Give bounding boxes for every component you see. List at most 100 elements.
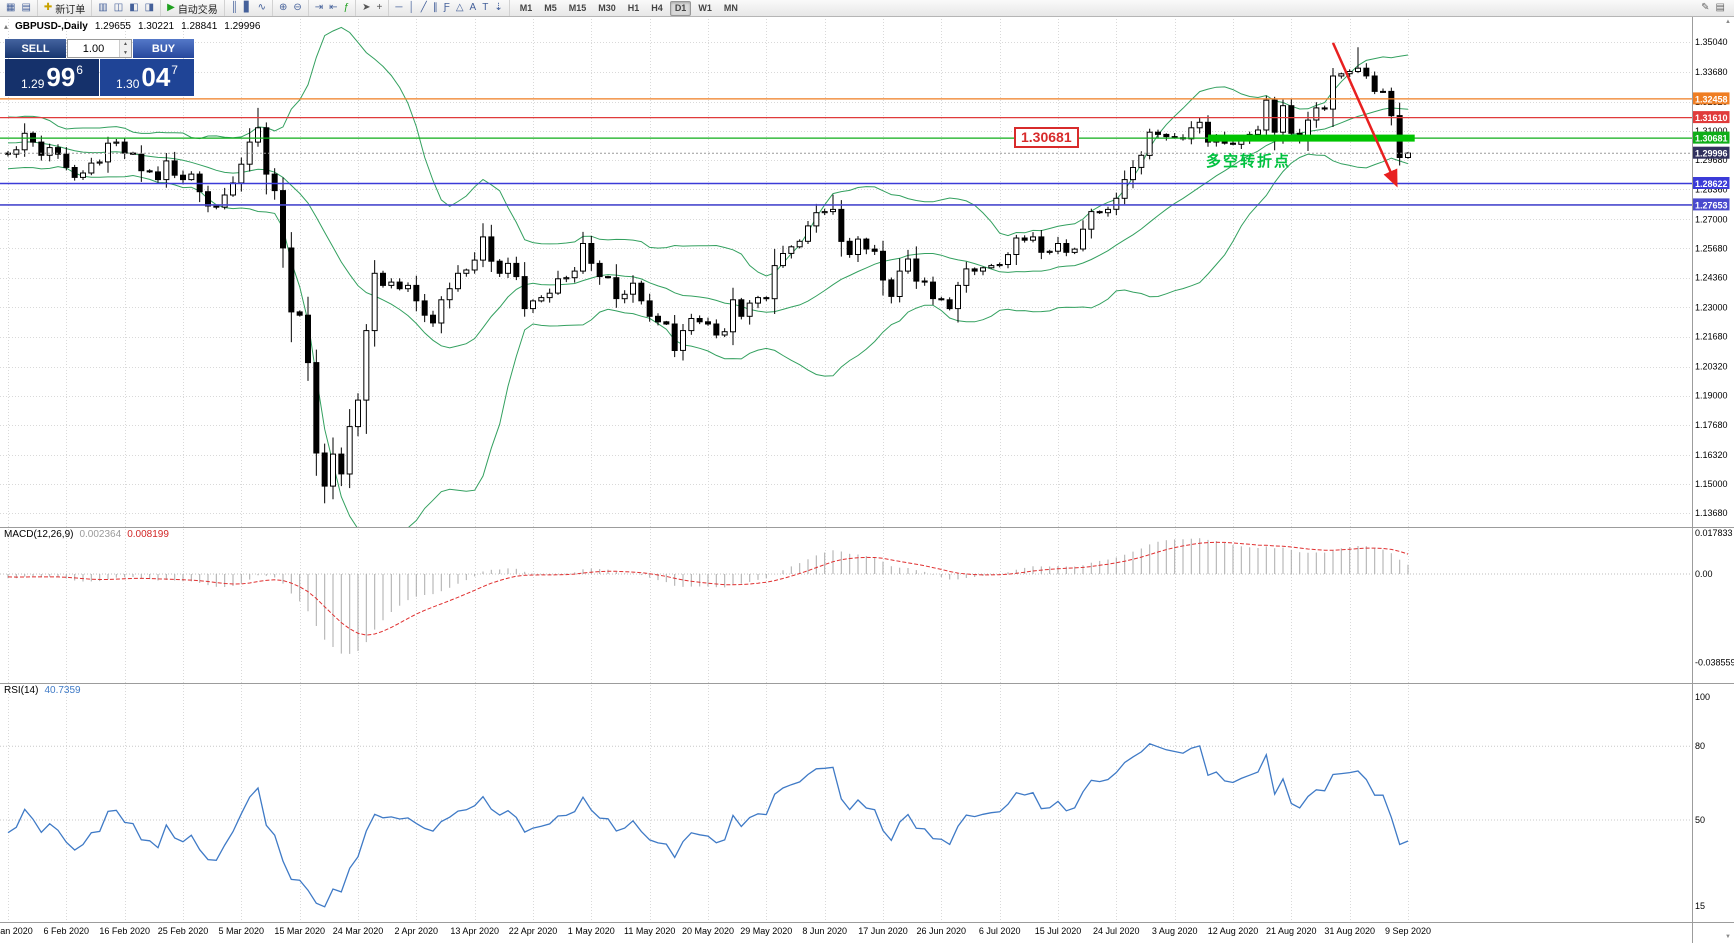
bid-price-big: 99 (46, 62, 76, 92)
sell-button[interactable]: SELL (5, 39, 66, 58)
chart-shift-icon[interactable]: ⇤ (329, 2, 338, 13)
volume-field[interactable]: 1.00 ▲ ▼ (67, 39, 132, 58)
svg-text:26 Jun 2020: 26 Jun 2020 (917, 926, 967, 936)
indicators-icon[interactable]: ƒ (343, 2, 350, 13)
bid-price[interactable]: 1.29 99 6 (5, 59, 99, 96)
timeframe-m1[interactable]: M1 (519, 3, 533, 13)
candlestick-chart-icon[interactable]: ▋ (243, 2, 252, 13)
horizontal-levels-layer (0, 98, 1692, 206)
price-axis: 1.350401.336801.323201.310001.296801.283… (1695, 37, 1734, 911)
toolbar-left: ▦ ▤ ✚ 新订单 ▥ ◫ ◧ ◨ ▶ 自动交易 ║ ▋ ∿ ⊕ ⊖ ⇥ ⇤ ƒ ➤ + ─ │ ╱ ∥ Ƒ △ A T ⇣ (0, 0, 510, 16)
zoom-in-icon[interactable]: ⊕ (279, 2, 288, 13)
data-window-icon[interactable]: ◫ (113, 2, 124, 13)
svg-text:20 May 2020: 20 May 2020 (682, 926, 734, 936)
cursor-icon[interactable]: ➤ (362, 2, 371, 13)
svg-text:1.21680: 1.21680 (1695, 332, 1728, 342)
svg-text:1.28622: 1.28622 (1695, 179, 1728, 189)
terminal-icon[interactable]: ◨ (144, 2, 155, 13)
volume-value[interactable]: 1.00 (82, 42, 105, 55)
svg-text:12 Aug 2020: 12 Aug 2020 (1208, 926, 1259, 936)
timeframe-h1[interactable]: H1 (627, 3, 640, 13)
svg-text:100: 100 (1695, 692, 1710, 702)
svg-text:1.31610: 1.31610 (1695, 113, 1728, 123)
scroll-up-icon[interactable]: ▲ (1725, 19, 1731, 25)
svg-text:1.13680: 1.13680 (1695, 508, 1728, 518)
vertical-scrollbar[interactable]: ▲ ▼ (1722, 16, 1734, 943)
buy-button[interactable]: BUY (133, 39, 194, 58)
timeframe-w1[interactable]: W1 (698, 3, 712, 13)
svg-text:1.25680: 1.25680 (1695, 243, 1728, 253)
ask-price[interactable]: 1.30 04 7 (100, 59, 194, 96)
market-watch-icon[interactable]: ▥ (98, 2, 108, 13)
svg-text:0.017833: 0.017833 (1695, 528, 1733, 538)
line-chart-icon[interactable]: ∿ (257, 2, 266, 13)
svg-text:1.33680: 1.33680 (1695, 67, 1728, 77)
svg-text:11 May 2020: 11 May 2020 (624, 926, 675, 936)
svg-text:1.16320: 1.16320 (1695, 450, 1728, 460)
svg-text:16 Feb 2020: 16 Feb 2020 (99, 926, 150, 936)
horizontal-line-icon[interactable]: ─ (395, 2, 403, 13)
svg-text:1.24360: 1.24360 (1695, 273, 1728, 283)
new-order-button[interactable]: ✚ 新订单 (43, 2, 86, 16)
trendline-icon[interactable]: ╱ (420, 2, 427, 13)
volume-spinner: ▲ ▼ (119, 40, 131, 57)
svg-text:31 Aug 2020: 31 Aug 2020 (1324, 926, 1375, 936)
timeframe-h4[interactable]: H4 (651, 3, 663, 13)
volume-down-button[interactable]: ▼ (120, 48, 131, 57)
crosshair-icon[interactable]: + (376, 2, 383, 13)
svg-text:13 Apr 2020: 13 Apr 2020 (450, 926, 499, 936)
svg-text:6 Jul 2020: 6 Jul 2020 (979, 926, 1021, 936)
candlestick-layer (5, 47, 1411, 504)
svg-text:6 Feb 2020: 6 Feb 2020 (44, 926, 90, 936)
svg-text:24 Mar 2020: 24 Mar 2020 (333, 926, 384, 936)
macd-title: MACD(12,26,9) (4, 529, 74, 540)
channel-icon[interactable]: ∥ (432, 2, 438, 13)
rsi-title: RSI(14) (4, 685, 39, 696)
svg-text:2 Apr 2020: 2 Apr 2020 (395, 926, 439, 936)
ohlc-open: 1.29655 (94, 21, 131, 32)
toolbar-right: ✎ ▤ (1698, 1, 1734, 15)
vertical-line-icon[interactable]: │ (408, 2, 415, 13)
volume-up-button[interactable]: ▲ (120, 40, 131, 49)
scroll-down-icon[interactable]: ▼ (1725, 934, 1731, 940)
text-icon[interactable]: A (469, 2, 477, 13)
fibonacci-icon[interactable]: Ƒ (443, 2, 450, 13)
auto-scroll-icon[interactable]: ⇥ (314, 2, 324, 13)
timeframe-d1[interactable]: D1 (669, 0, 692, 16)
autotrading-button[interactable]: ▶ 自动交易 (167, 2, 218, 16)
date-axis: 28 Jan 2020 6 Feb 2020 16 Feb 2020 25 Feb 2… (0, 926, 1431, 936)
chart-profiles-icon[interactable]: ▤ (21, 2, 31, 13)
svg-text:1.31000: 1.31000 (1695, 126, 1728, 136)
timeframe-m5[interactable]: M5 (544, 3, 557, 13)
highlight-zone (1208, 134, 1415, 142)
bid-price-sup: 6 (76, 63, 83, 77)
ask-price-big: 04 (141, 62, 171, 92)
svg-text:-0.038559: -0.038559 (1695, 658, 1734, 668)
grid-layer (0, 16, 1692, 922)
svg-text:1.30681: 1.30681 (1695, 134, 1728, 144)
new-chart-icon[interactable]: ▦ (6, 2, 16, 13)
timeframe-mn[interactable]: MN (723, 3, 738, 13)
timeframe-m30[interactable]: M30 (598, 3, 616, 13)
panels-icon[interactable]: ▤ (1715, 2, 1725, 13)
ohlc-close: 1.29996 (224, 21, 261, 32)
ohlc-low: 1.28841 (181, 21, 218, 32)
zoom-out-icon[interactable]: ⊖ (293, 2, 302, 13)
rsi-indicator-label: RSI(14) 40.7359 (4, 685, 81, 696)
shapes-icon[interactable]: △ (455, 2, 464, 13)
svg-text:1.23000: 1.23000 (1695, 303, 1728, 313)
svg-text:1.29680: 1.29680 (1695, 155, 1728, 165)
timeframe-m15[interactable]: M15 (568, 3, 587, 13)
svg-text:50: 50 (1695, 815, 1705, 825)
price-axis-labels: 1.32458 1.31610 1.30681 1.29996 1.28622 1.276… (1692, 92, 1730, 211)
svg-text:29 May 2020: 29 May 2020 (740, 926, 792, 936)
svg-text:1.27653: 1.27653 (1695, 200, 1728, 210)
arrows-icon[interactable]: ⇣ (494, 2, 503, 13)
pencil-icon[interactable]: ✎ (1701, 2, 1710, 13)
navigator-icon[interactable]: ◧ (129, 2, 139, 13)
bar-chart-icon[interactable]: ║ (230, 2, 238, 13)
text-label-icon[interactable]: T (482, 2, 489, 13)
svg-text:80: 80 (1695, 741, 1705, 751)
